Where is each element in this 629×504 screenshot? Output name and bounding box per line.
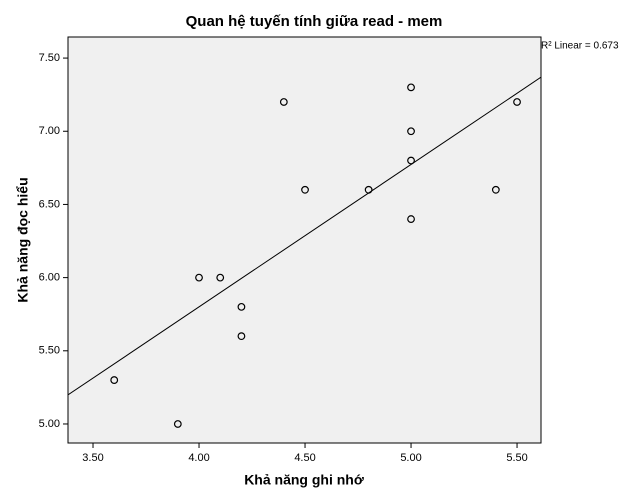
fit-annotation: R² Linear = 0.673 (541, 41, 619, 52)
point (216, 273, 225, 282)
x-axis-label: Khả năng ghi nhớ (244, 472, 364, 488)
point (407, 127, 415, 136)
y-tick-label: 7.00 (39, 125, 60, 137)
y-tick-label: 7.50 (39, 52, 60, 64)
point (513, 98, 521, 106)
y-tick-label: 6.00 (39, 272, 60, 284)
point (407, 156, 415, 165)
y-tick-label: 5.50 (39, 345, 60, 357)
y-tick-label: 5.00 (39, 418, 60, 430)
point (237, 332, 246, 341)
fit-line (68, 76, 541, 396)
point (110, 376, 119, 384)
y-axis-label: Khả năng đọc hiểu (15, 177, 31, 302)
x-tick-label: 3.50 (82, 452, 103, 464)
x-tick-label: 4.00 (188, 452, 209, 464)
point (237, 302, 246, 311)
point (173, 420, 182, 428)
x-tick-label: 5.00 (400, 452, 421, 464)
point (407, 83, 415, 92)
point (364, 185, 373, 194)
y-tick-label: 6.50 (39, 198, 60, 210)
x-tick-label: 4.50 (294, 452, 315, 464)
point (195, 273, 203, 282)
plot-area (67, 36, 542, 444)
point (279, 98, 288, 106)
point (491, 185, 500, 194)
point (407, 215, 415, 223)
chart-title: Quan hệ tuyến tính giữa read - mem (186, 13, 443, 30)
point (301, 185, 309, 194)
x-tick-label: 5.50 (506, 452, 527, 464)
